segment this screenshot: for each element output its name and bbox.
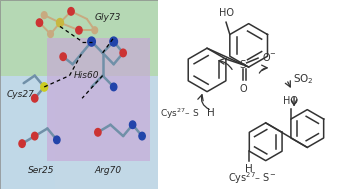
Text: Cys27: Cys27 bbox=[6, 90, 34, 99]
Circle shape bbox=[41, 83, 48, 91]
Circle shape bbox=[76, 26, 82, 34]
Circle shape bbox=[19, 140, 25, 147]
Text: H: H bbox=[207, 108, 215, 118]
Circle shape bbox=[110, 83, 117, 91]
Circle shape bbox=[54, 136, 60, 144]
Text: Ser25: Ser25 bbox=[28, 166, 55, 175]
Circle shape bbox=[110, 37, 118, 46]
Circle shape bbox=[32, 132, 38, 140]
Polygon shape bbox=[0, 0, 158, 189]
Text: Cys$^{27}$– S$^{-}$: Cys$^{27}$– S$^{-}$ bbox=[228, 170, 277, 186]
Circle shape bbox=[57, 19, 64, 27]
Text: HO: HO bbox=[283, 96, 298, 106]
Circle shape bbox=[120, 49, 126, 57]
Circle shape bbox=[68, 8, 74, 15]
Polygon shape bbox=[0, 76, 55, 189]
Polygon shape bbox=[0, 0, 158, 76]
Text: HO: HO bbox=[219, 9, 234, 19]
Circle shape bbox=[139, 132, 145, 140]
Circle shape bbox=[95, 129, 101, 136]
Circle shape bbox=[41, 12, 47, 19]
Circle shape bbox=[36, 19, 43, 26]
Polygon shape bbox=[47, 38, 150, 161]
Circle shape bbox=[92, 27, 98, 34]
Text: Arg70: Arg70 bbox=[95, 166, 122, 175]
Text: H: H bbox=[245, 164, 253, 174]
Text: Gly73: Gly73 bbox=[95, 12, 121, 22]
Circle shape bbox=[48, 31, 53, 37]
Circle shape bbox=[88, 37, 95, 46]
Text: SO$_2$: SO$_2$ bbox=[293, 72, 314, 86]
Circle shape bbox=[32, 94, 38, 102]
Circle shape bbox=[60, 53, 66, 60]
Text: S: S bbox=[239, 60, 246, 70]
Text: O: O bbox=[239, 84, 247, 94]
Text: O$^{-}$: O$^{-}$ bbox=[262, 51, 277, 63]
Text: Cys$^{27}$– S: Cys$^{27}$– S bbox=[160, 106, 199, 121]
Text: His60: His60 bbox=[74, 71, 100, 80]
Circle shape bbox=[129, 121, 136, 129]
